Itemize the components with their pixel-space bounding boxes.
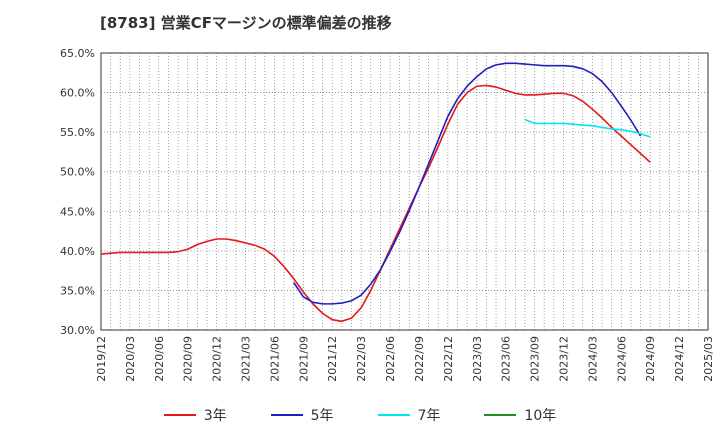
axes [100,52,709,331]
y-tick-label: 50.0% [60,166,95,179]
x-tick-label: 2022/03 [355,336,368,382]
legend-item-3y[interactable]: 3年 [163,405,227,425]
series-line-2 [524,118,651,138]
y-tick-label: 55.0% [60,126,95,139]
legend-label-10y: 10年 [524,408,557,424]
legend-label-5y: 5年 [310,408,334,424]
y-tick-label: 45.0% [60,205,95,218]
legend-swatch-3y [163,414,196,416]
x-tick-label: 2022/06 [384,336,397,382]
y-tick-label: 35.0% [60,284,95,297]
x-tick-label: 2021/12 [326,336,339,382]
x-tick-label: 2022/12 [442,336,455,382]
x-tick-label: 2020/03 [124,336,137,382]
plot-frame [100,52,709,331]
grid [101,52,708,331]
legend-label-3y: 3年 [203,408,227,424]
legend-label-7y: 7年 [417,408,441,424]
x-tick-label: 2021/06 [268,336,281,382]
chart-plot: 65.0% 60.0% 55.0% 50.0% 45.0% 40.0% 35.0% 30.0%… [60,47,715,382]
series-line-0 [100,84,651,323]
legend-swatch-10y [484,414,517,416]
series-lines [100,62,651,323]
x-tick-label: 2023/09 [529,336,542,382]
legend-item-7y[interactable]: 7年 [377,405,441,425]
legend-swatch-5y [270,414,303,416]
x-tick-label: 2023/03 [471,336,484,382]
x-tick-label: 2021/03 [240,336,253,382]
legend: 3年 5年 7年 10年 [0,402,720,428]
legend-item-10y[interactable]: 10年 [484,405,556,425]
tick-labels: 65.0% 60.0% 55.0% 50.0% 45.0% 40.0% 35.0% 30.0%… [60,47,715,382]
x-tick-label: 2024/12 [673,336,686,382]
chart-title: [8783] 営業CFマージンの標準偏差の推移 [100,14,392,32]
x-tick-label: 2020/09 [182,336,195,382]
x-tick-label: 2024/03 [586,336,599,382]
x-tick-label: 2024/06 [615,336,628,382]
series-line-1 [293,62,642,305]
x-tick-label: 2019/12 [95,336,108,382]
y-tick-label: 40.0% [60,245,95,258]
legend-item-5y[interactable]: 5年 [270,405,334,425]
y-tick-label: 65.0% [60,47,95,60]
legend-swatch-7y [377,414,410,416]
x-tick-label: 2023/06 [500,336,513,382]
x-tick-label: 2021/09 [297,336,310,382]
x-tick-label: 2022/09 [413,336,426,382]
x-tick-label: 2020/12 [211,336,224,382]
x-tick-label: 2020/06 [153,336,166,382]
x-tick-label: 2023/12 [557,336,570,382]
y-tick-label: 30.0% [60,324,95,337]
x-tick-label: 2024/09 [644,336,657,382]
y-tick-label: 60.0% [60,87,95,100]
x-tick-label: 2025/03 [702,336,715,382]
plot-area [101,53,708,330]
